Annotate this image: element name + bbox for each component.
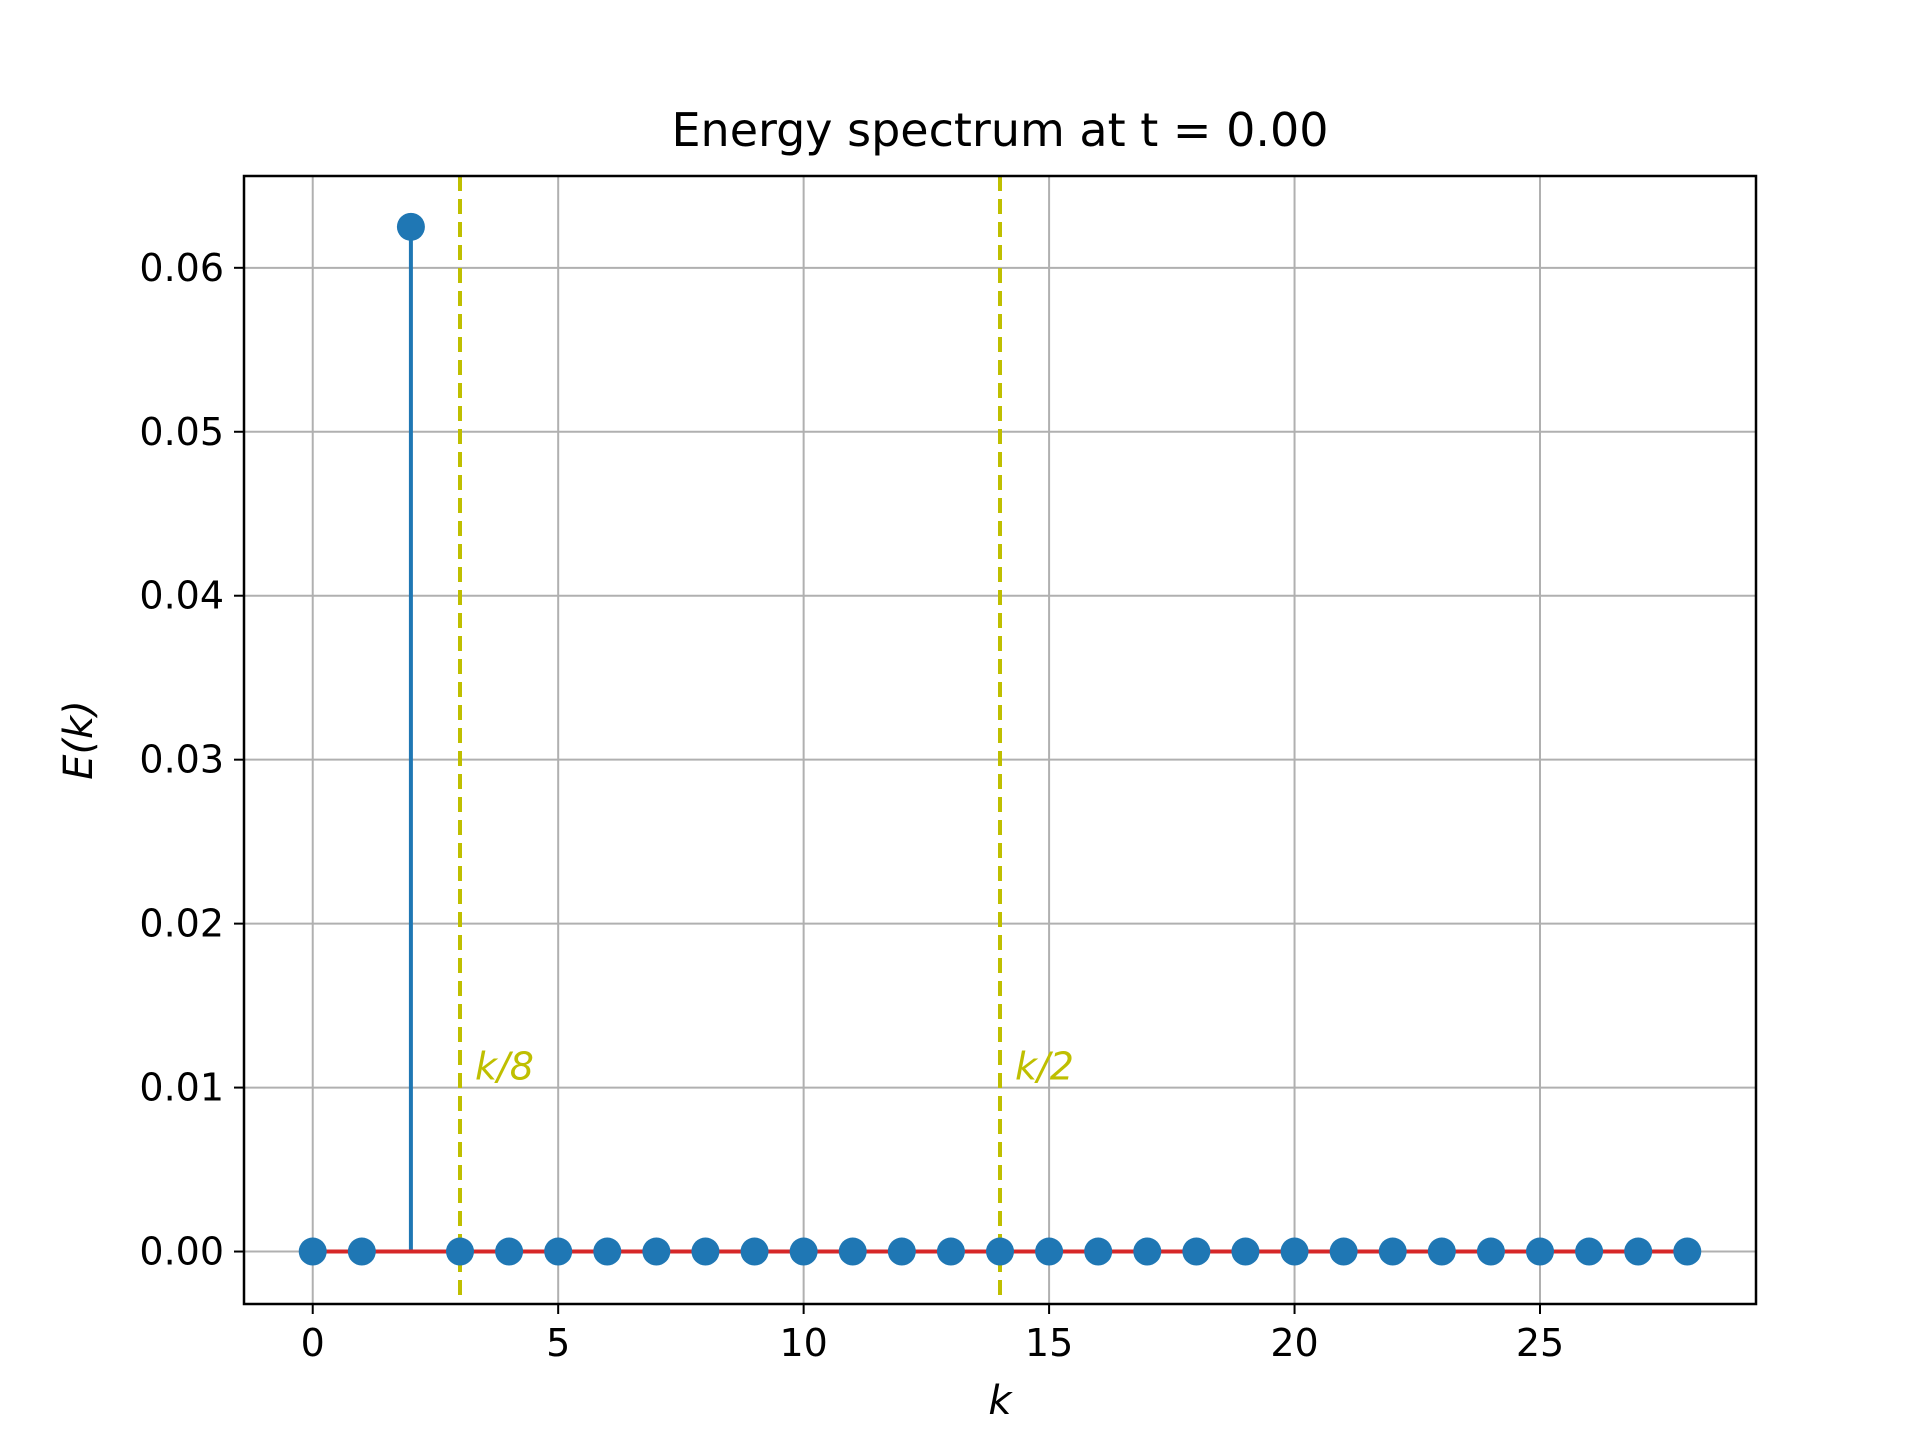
y-axis-ticks: 0.00 0.01 0.02 0.03 0.04 0.05 0.06 [139,246,244,1274]
stem-marker-16 [1084,1237,1113,1266]
stem-marker-0 [298,1237,327,1266]
y-tick-label-1: 0.01 [139,1066,224,1110]
stem-marker-18 [1182,1237,1211,1266]
stem-marker-5 [544,1237,573,1266]
reference-lines: k/8 k/2 [458,176,1074,1304]
stem-marker-23 [1427,1237,1456,1266]
reference-line-label-1: k/2 [1015,1044,1074,1088]
stem-marker-19 [1231,1237,1260,1266]
stem-marker-10 [789,1237,818,1266]
stem-series [298,212,1702,1266]
stem-marker-14 [986,1237,1014,1266]
stem-marker-6 [593,1237,622,1266]
stem-marker-15 [1035,1237,1064,1266]
grid-lines [244,176,1756,1304]
y-tick-label-2: 0.02 [139,902,224,946]
reference-line-label-0: k/8 [475,1044,534,1088]
stem-marker-13 [936,1237,965,1266]
stem-marker-22 [1378,1237,1407,1266]
stem-marker-24 [1476,1237,1505,1266]
stem-marker-20 [1280,1237,1309,1266]
stem-marker-27 [1624,1237,1653,1266]
stem-marker-3 [446,1237,474,1266]
stem-marker-7 [642,1237,671,1266]
chart-title: Energy spectrum at t = 0.00 [671,103,1328,157]
stem-marker-26 [1575,1237,1604,1266]
x-tick-label-2: 10 [779,1321,827,1365]
stem-marker-2 [396,212,425,241]
stem-marker-17 [1133,1237,1162,1266]
stem-marker-21 [1329,1237,1358,1266]
stem-marker-8 [691,1237,720,1266]
y-axis-label: E(k) [56,700,102,780]
x-tick-label-3: 15 [1025,1321,1073,1365]
y-tick-label-3: 0.03 [139,738,224,782]
stem-marker-12 [887,1237,916,1266]
x-tick-label-1: 5 [546,1321,570,1365]
y-tick-label-6: 0.06 [139,246,224,290]
plot-frame [242,174,1758,1306]
stem-marker-25 [1526,1237,1554,1266]
x-axis-ticks: 0 5 10 15 20 25 [301,1304,1564,1365]
stem-marker-28 [1673,1237,1702,1266]
stem-marker-11 [838,1237,867,1266]
y-tick-label-4: 0.04 [139,574,224,618]
y-tick-label-0: 0.00 [139,1230,224,1274]
x-tick-label-5: 25 [1516,1321,1564,1365]
x-axis-label: k [988,1378,1013,1424]
stem-marker-9 [740,1237,769,1266]
stem-marker-4 [495,1237,524,1266]
y-tick-label-5: 0.05 [139,410,224,454]
x-tick-label-4: 20 [1270,1321,1318,1365]
stem-marker-1 [347,1237,376,1266]
x-tick-label-0: 0 [301,1321,325,1365]
